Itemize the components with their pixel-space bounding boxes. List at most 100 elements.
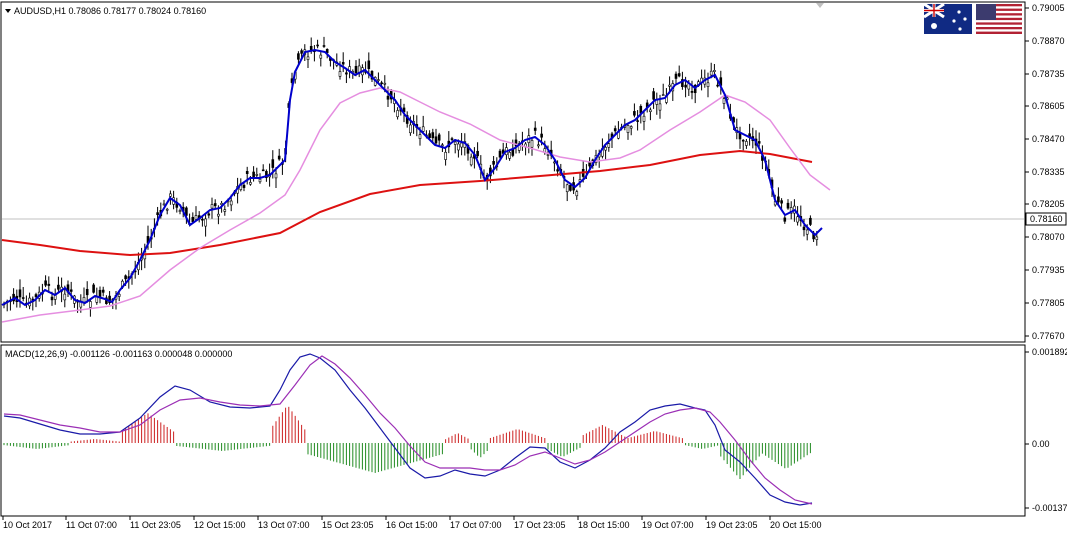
candle-body — [722, 98, 726, 104]
candle-body — [242, 184, 246, 188]
candle-body — [540, 133, 543, 138]
candle-body — [255, 174, 259, 176]
time-tick-label: 10 Oct 2017 — [3, 520, 52, 530]
symbol-dropdown-icon[interactable] — [5, 9, 11, 13]
candle-body — [252, 171, 255, 178]
price-tick-label: 0.79005 — [1032, 3, 1065, 13]
candle-body — [223, 209, 227, 212]
candle-body — [249, 182, 252, 185]
candle-body — [325, 49, 329, 54]
fast-ma-line — [1, 48, 823, 307]
candle-body — [476, 150, 479, 157]
candlesticks — [2, 36, 819, 317]
candle-body — [229, 200, 233, 206]
candle-body — [201, 218, 204, 221]
candle-body — [101, 289, 105, 293]
candle-body — [533, 127, 537, 131]
candle-body — [460, 142, 463, 148]
candle-body — [713, 70, 716, 72]
time-tick-label: 13 Oct 07:00 — [258, 520, 310, 530]
candle-body — [300, 50, 303, 54]
candle-body — [668, 84, 671, 87]
candle-body — [757, 141, 761, 144]
candle-body — [258, 178, 262, 183]
macd-tick-label: 0.00 — [1032, 439, 1050, 449]
price-panel-frame — [0, 1, 1026, 343]
candle-body — [261, 169, 265, 172]
macd-header: MACD(12,26,9) -0.001126 -0.001163 0.0000… — [5, 349, 232, 359]
candle-body — [85, 288, 89, 296]
candle-body — [546, 154, 550, 156]
candle-body — [633, 111, 636, 116]
candle-body — [684, 84, 687, 88]
candle-body — [777, 196, 780, 203]
candle-body — [556, 169, 559, 172]
candle-body — [297, 53, 300, 60]
candle-body — [396, 110, 399, 118]
candle-body — [508, 152, 511, 159]
macd-axis: 0.001892 0.00 -0.001373 — [1025, 347, 1067, 513]
candle-body — [57, 284, 60, 290]
price-tick-label: 0.78470 — [1032, 134, 1065, 144]
candle-body — [220, 202, 223, 205]
candle-body — [642, 115, 646, 122]
candle-body — [741, 139, 745, 142]
candle-body — [377, 79, 380, 81]
time-tick-label: 11 Oct 07:00 — [66, 520, 117, 530]
candle-body — [453, 141, 457, 145]
candle-body — [319, 54, 323, 59]
slow-ma-line — [1, 87, 831, 323]
candle-body — [69, 289, 73, 292]
candle-body — [469, 156, 473, 166]
candle-body — [124, 275, 127, 280]
candle-body — [629, 126, 633, 129]
candle-body — [178, 210, 182, 212]
candle-body — [162, 203, 166, 206]
price-tick-label: 0.78070 — [1032, 232, 1065, 242]
candle-body — [367, 60, 371, 69]
candle-body — [575, 191, 579, 197]
time-tick-label: 19 Oct 07:00 — [642, 520, 694, 530]
candle-body — [809, 217, 812, 225]
candle-body — [661, 94, 665, 96]
macd-panel-frame — [0, 344, 1026, 517]
candle-body — [457, 143, 460, 151]
candle-body — [450, 138, 454, 140]
candle-body — [191, 216, 195, 223]
price-tick-label: 0.78605 — [1032, 101, 1065, 111]
candle-body — [815, 236, 819, 240]
candle-body — [185, 207, 188, 216]
candle-body — [626, 125, 630, 133]
time-tick-label: 12 Oct 15:00 — [194, 520, 246, 530]
chart-shift-marker-icon[interactable] — [816, 3, 824, 8]
time-tick-label: 19 Oct 23:05 — [706, 520, 758, 530]
candle-body — [716, 84, 719, 87]
candle-body — [108, 295, 111, 304]
candle-body — [165, 208, 169, 211]
candle-body — [492, 161, 495, 165]
candle-body — [674, 73, 678, 79]
candle-body — [783, 217, 787, 222]
price-tick-label: 0.78735 — [1032, 69, 1065, 79]
candle-body — [706, 82, 710, 87]
price-tick-label: 0.77670 — [1032, 331, 1065, 341]
candle-body — [498, 150, 502, 158]
candle-body — [434, 136, 438, 144]
time-tick-label: 16 Oct 15:00 — [386, 520, 438, 530]
candle-body — [18, 289, 22, 298]
candle-body — [607, 143, 611, 148]
candle-body — [210, 204, 214, 209]
candle-body — [690, 91, 694, 93]
candle-body — [50, 296, 54, 301]
candle-body — [745, 141, 748, 146]
current-price-label: 0.78160 — [1030, 214, 1063, 224]
candle-body — [421, 126, 425, 132]
candle-body — [380, 82, 383, 85]
candle-body — [217, 213, 220, 217]
candle-body — [649, 109, 652, 112]
australia-flag-icon — [923, 2, 972, 34]
candle-body — [213, 203, 217, 207]
candle-body — [117, 293, 121, 297]
candle-body — [82, 297, 86, 303]
